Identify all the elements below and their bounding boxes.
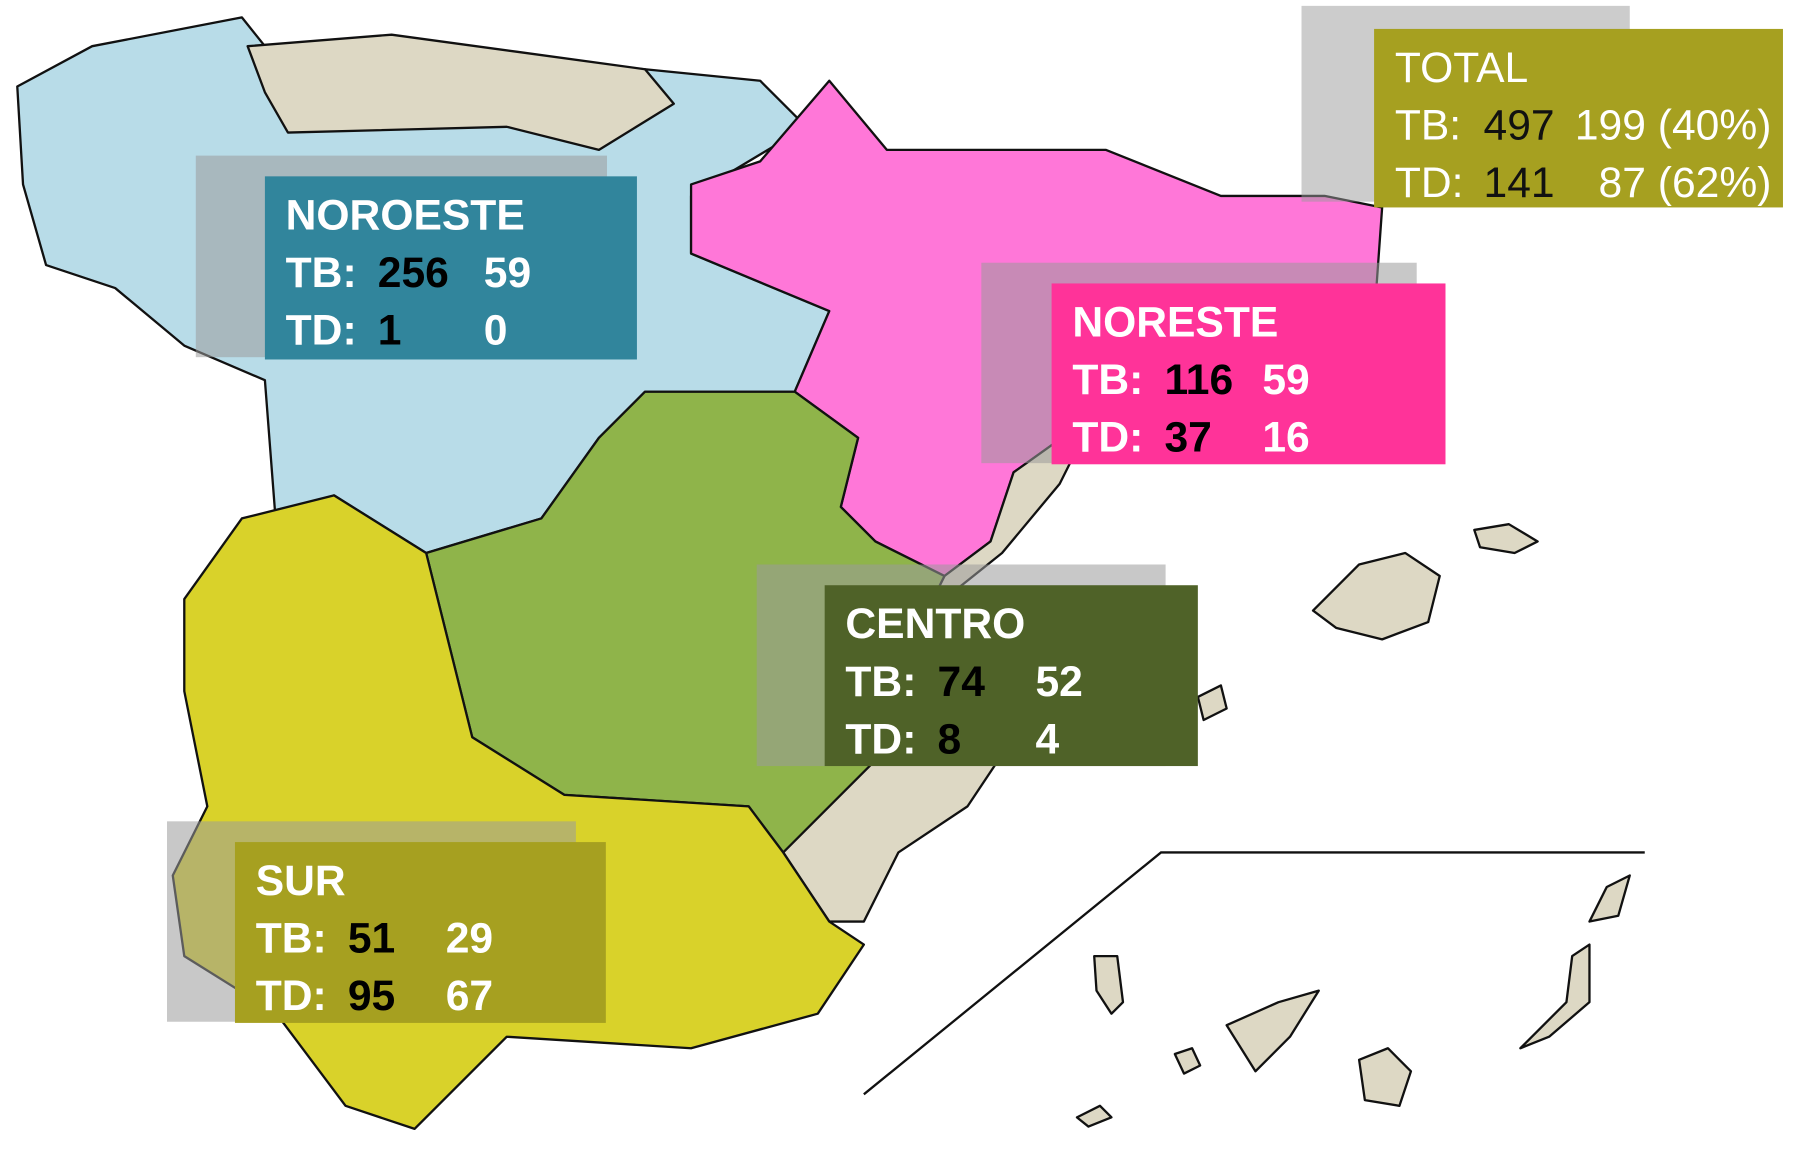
island-fuerteventura <box>1519 943 1591 1050</box>
row-label: TB: <box>286 249 357 297</box>
row-value-secondary: 199 (40%) <box>1575 101 1772 149</box>
panel-title: NORESTE <box>1072 298 1278 346</box>
row-label: TB: <box>1395 101 1461 149</box>
row-value-secondary: 67 <box>446 972 493 1020</box>
row-value: 116 <box>1164 356 1233 404</box>
panel-box <box>1374 28 1783 208</box>
row-value-secondary: 0 <box>484 307 508 355</box>
row-value-secondary: 59 <box>1262 356 1309 404</box>
island-ibiza <box>1196 684 1228 722</box>
island-hierro <box>1075 1104 1113 1128</box>
row-label: TD: <box>1395 159 1464 207</box>
panel-box <box>1051 283 1446 465</box>
row-value: 256 <box>378 249 449 297</box>
row-value: 1 <box>378 307 402 355</box>
panel-box <box>264 176 637 360</box>
island-mallorca <box>1311 551 1441 641</box>
panel-title: CENTRO <box>845 600 1025 648</box>
island-lanzarote <box>1588 874 1631 923</box>
island-gomera <box>1173 1047 1202 1075</box>
row-value-secondary: 16 <box>1262 414 1309 462</box>
row-value-secondary: 52 <box>1035 658 1082 706</box>
island-grancanaria <box>1357 1047 1413 1107</box>
row-value: 37 <box>1164 414 1211 462</box>
region-cantabria <box>246 33 675 152</box>
canary-frame <box>863 851 1645 1096</box>
island-tenerife <box>1225 989 1320 1073</box>
row-value: 74 <box>938 658 986 706</box>
row-value: 51 <box>348 915 395 963</box>
row-value: 95 <box>348 972 395 1020</box>
row-label: TD: <box>286 307 357 355</box>
panel-title: TOTAL <box>1395 44 1528 92</box>
island-lapalma <box>1093 954 1125 1015</box>
row-value-secondary: 29 <box>446 915 493 963</box>
panel-box <box>234 842 606 1023</box>
row-value-secondary: 4 <box>1035 715 1059 763</box>
row-label: TB: <box>845 658 916 706</box>
row-value: 8 <box>938 715 962 763</box>
row-value-secondary: 59 <box>484 249 531 297</box>
row-label: TD: <box>256 972 327 1020</box>
panel-title: SUR <box>256 857 346 905</box>
row-label: TD: <box>1072 414 1143 462</box>
panel-box <box>824 585 1198 767</box>
row-label: TB: <box>256 915 327 963</box>
row-value: 497 <box>1484 101 1555 149</box>
row-value: 141 <box>1484 159 1555 207</box>
panels: TOTAL TB: 497 199 (40%) TD: 141 87 (62%) NOROES… <box>167 5 1783 1023</box>
row-label: TD: <box>845 715 916 763</box>
panel-title: NOROESTE <box>286 191 525 239</box>
row-label: TB: <box>1072 356 1143 404</box>
island-menorca <box>1473 523 1539 555</box>
row-value-secondary: 87 (62%) <box>1599 159 1772 207</box>
